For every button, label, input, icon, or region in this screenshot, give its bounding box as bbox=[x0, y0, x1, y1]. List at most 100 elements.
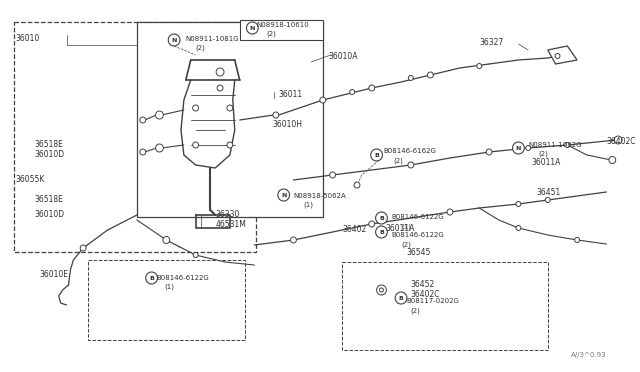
Circle shape bbox=[168, 34, 180, 46]
Circle shape bbox=[516, 202, 521, 206]
Text: B: B bbox=[149, 276, 154, 280]
Circle shape bbox=[609, 157, 616, 164]
Text: 36010A: 36010A bbox=[329, 52, 358, 61]
Text: (2): (2) bbox=[196, 44, 205, 51]
Text: 36545: 36545 bbox=[407, 248, 431, 257]
Text: B08117-0202G: B08117-0202G bbox=[406, 298, 459, 304]
Text: N: N bbox=[516, 145, 521, 151]
Circle shape bbox=[376, 212, 387, 224]
Text: (2): (2) bbox=[411, 308, 420, 314]
Text: (2): (2) bbox=[401, 241, 411, 247]
Text: B08146-6162G: B08146-6162G bbox=[383, 148, 436, 154]
Circle shape bbox=[140, 117, 146, 123]
Circle shape bbox=[408, 162, 413, 168]
Circle shape bbox=[80, 245, 86, 251]
Text: B: B bbox=[374, 153, 379, 157]
Text: B08146-6122G: B08146-6122G bbox=[157, 275, 209, 281]
Text: 36402: 36402 bbox=[342, 225, 367, 234]
Text: (1): (1) bbox=[401, 223, 411, 230]
Text: 36402C: 36402C bbox=[607, 137, 636, 146]
Circle shape bbox=[565, 142, 570, 148]
Circle shape bbox=[163, 237, 170, 244]
Text: 36011A: 36011A bbox=[385, 224, 415, 233]
Text: B08146-6122G: B08146-6122G bbox=[391, 214, 444, 220]
Circle shape bbox=[380, 288, 383, 292]
Text: 36451: 36451 bbox=[536, 188, 560, 197]
Circle shape bbox=[140, 149, 146, 155]
Text: N08911-1082G: N08911-1082G bbox=[528, 142, 582, 148]
Bar bbox=[13, 22, 256, 252]
Bar bbox=[342, 262, 548, 350]
Circle shape bbox=[369, 221, 374, 227]
Text: 36011A: 36011A bbox=[531, 158, 561, 167]
Circle shape bbox=[614, 136, 622, 144]
Circle shape bbox=[349, 90, 355, 94]
Text: B08146-6122G: B08146-6122G bbox=[391, 232, 444, 238]
Circle shape bbox=[193, 253, 198, 257]
Circle shape bbox=[376, 226, 387, 238]
Text: 36518E: 36518E bbox=[34, 195, 63, 204]
Circle shape bbox=[354, 182, 360, 188]
Text: (1): (1) bbox=[303, 201, 313, 208]
Text: 36452: 36452 bbox=[411, 280, 435, 289]
Circle shape bbox=[395, 292, 407, 304]
Circle shape bbox=[545, 198, 550, 202]
Circle shape bbox=[217, 85, 223, 91]
Text: 36055K: 36055K bbox=[15, 175, 45, 184]
Circle shape bbox=[193, 105, 198, 111]
Circle shape bbox=[428, 72, 433, 78]
Circle shape bbox=[486, 149, 492, 155]
Circle shape bbox=[376, 285, 387, 295]
Circle shape bbox=[447, 209, 453, 215]
Circle shape bbox=[273, 112, 279, 118]
Circle shape bbox=[278, 189, 289, 201]
Text: (1): (1) bbox=[164, 284, 174, 291]
Text: A//3^0.93: A//3^0.93 bbox=[571, 352, 607, 358]
Text: B: B bbox=[379, 230, 384, 234]
Text: 36010H: 36010H bbox=[272, 120, 302, 129]
Circle shape bbox=[146, 272, 157, 284]
Bar bbox=[239, 20, 323, 40]
Text: B: B bbox=[379, 215, 384, 221]
Text: 36010D: 36010D bbox=[34, 150, 65, 159]
Circle shape bbox=[320, 97, 326, 103]
Text: 36402C: 36402C bbox=[411, 290, 440, 299]
Text: 36010D: 36010D bbox=[34, 210, 65, 219]
Circle shape bbox=[477, 64, 482, 68]
Circle shape bbox=[575, 237, 580, 243]
Text: N08911-1081G: N08911-1081G bbox=[186, 36, 239, 42]
Bar bbox=[137, 22, 323, 217]
Text: 36327: 36327 bbox=[479, 38, 504, 47]
Text: 36010E: 36010E bbox=[39, 270, 68, 279]
Circle shape bbox=[516, 225, 521, 231]
Circle shape bbox=[291, 237, 296, 243]
Circle shape bbox=[513, 142, 524, 154]
Text: (2): (2) bbox=[538, 150, 548, 157]
Text: 36518E: 36518E bbox=[34, 140, 63, 149]
Circle shape bbox=[156, 144, 163, 152]
Text: 36330: 36330 bbox=[215, 210, 239, 219]
Text: N08918-10610: N08918-10610 bbox=[256, 22, 309, 28]
Circle shape bbox=[227, 142, 233, 148]
Text: (2): (2) bbox=[393, 157, 403, 164]
Circle shape bbox=[369, 85, 374, 91]
Circle shape bbox=[156, 111, 163, 119]
Text: 46531M: 46531M bbox=[215, 220, 246, 229]
Circle shape bbox=[227, 105, 233, 111]
Text: N: N bbox=[281, 192, 286, 198]
Circle shape bbox=[193, 142, 198, 148]
Bar bbox=[88, 260, 244, 340]
Text: (2): (2) bbox=[266, 30, 276, 36]
Polygon shape bbox=[548, 46, 577, 64]
Circle shape bbox=[408, 76, 413, 80]
Text: B: B bbox=[399, 295, 403, 301]
Circle shape bbox=[330, 172, 335, 178]
Circle shape bbox=[246, 22, 258, 34]
Text: N: N bbox=[172, 38, 177, 42]
Text: N: N bbox=[250, 26, 255, 31]
Text: 36011: 36011 bbox=[279, 90, 303, 99]
Circle shape bbox=[371, 149, 383, 161]
Text: 36010: 36010 bbox=[15, 34, 40, 43]
Circle shape bbox=[216, 68, 224, 76]
Circle shape bbox=[555, 54, 560, 58]
